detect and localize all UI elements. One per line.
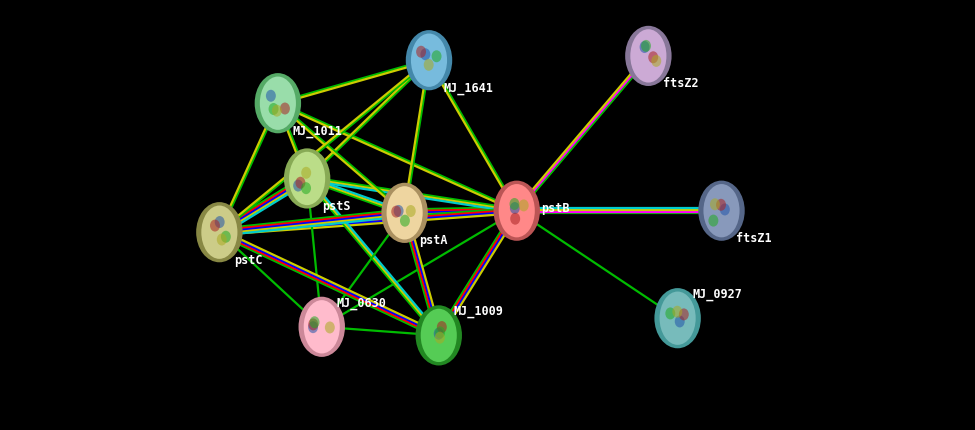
Ellipse shape — [675, 316, 684, 327]
Ellipse shape — [432, 50, 442, 62]
Ellipse shape — [196, 202, 243, 262]
Ellipse shape — [493, 181, 540, 241]
Ellipse shape — [298, 297, 345, 357]
Ellipse shape — [673, 306, 682, 318]
Ellipse shape — [216, 233, 227, 246]
Ellipse shape — [659, 292, 696, 345]
Text: pstC: pstC — [234, 254, 262, 267]
Text: ftsZ1: ftsZ1 — [736, 232, 772, 245]
Ellipse shape — [289, 152, 326, 205]
Ellipse shape — [394, 205, 404, 217]
Ellipse shape — [301, 167, 311, 179]
Ellipse shape — [416, 46, 426, 58]
Ellipse shape — [716, 199, 726, 211]
Ellipse shape — [435, 326, 446, 338]
Text: MJ_1641: MJ_1641 — [444, 82, 493, 95]
Ellipse shape — [625, 26, 672, 86]
Ellipse shape — [381, 183, 428, 243]
Ellipse shape — [665, 307, 676, 319]
Ellipse shape — [268, 103, 279, 115]
Ellipse shape — [303, 300, 340, 353]
Ellipse shape — [420, 309, 457, 362]
Text: pstA: pstA — [419, 234, 448, 247]
Ellipse shape — [308, 321, 318, 333]
Ellipse shape — [648, 51, 658, 63]
Ellipse shape — [295, 177, 305, 189]
Text: MJ_1011: MJ_1011 — [292, 125, 342, 138]
Ellipse shape — [309, 316, 320, 328]
Ellipse shape — [266, 90, 276, 102]
Ellipse shape — [703, 184, 740, 237]
Ellipse shape — [201, 206, 238, 259]
Ellipse shape — [410, 34, 448, 87]
Ellipse shape — [720, 203, 730, 215]
Ellipse shape — [420, 48, 430, 60]
Ellipse shape — [406, 205, 415, 217]
Ellipse shape — [519, 200, 528, 212]
Ellipse shape — [630, 29, 667, 83]
Ellipse shape — [391, 206, 401, 218]
Ellipse shape — [510, 202, 520, 214]
Ellipse shape — [654, 288, 701, 348]
Text: MJ_0630: MJ_0630 — [336, 297, 386, 310]
Ellipse shape — [709, 215, 719, 227]
Ellipse shape — [406, 30, 452, 90]
Ellipse shape — [214, 216, 224, 228]
Ellipse shape — [210, 220, 220, 232]
Text: MJ_0927: MJ_0927 — [692, 288, 742, 301]
Ellipse shape — [325, 322, 334, 333]
Ellipse shape — [415, 305, 462, 366]
Ellipse shape — [498, 184, 535, 237]
Ellipse shape — [386, 186, 423, 240]
Ellipse shape — [272, 104, 282, 117]
Ellipse shape — [293, 180, 303, 192]
Ellipse shape — [435, 332, 445, 344]
Ellipse shape — [400, 215, 410, 227]
Ellipse shape — [651, 55, 661, 67]
Ellipse shape — [284, 148, 331, 209]
Ellipse shape — [280, 102, 290, 114]
Ellipse shape — [641, 40, 651, 52]
Text: pstS: pstS — [322, 200, 350, 213]
Ellipse shape — [640, 41, 649, 53]
Ellipse shape — [301, 182, 311, 194]
Text: MJ_1009: MJ_1009 — [453, 305, 503, 318]
Text: ftsZ2: ftsZ2 — [663, 77, 699, 90]
Ellipse shape — [710, 198, 720, 210]
Ellipse shape — [679, 308, 688, 320]
Ellipse shape — [308, 318, 318, 330]
Ellipse shape — [698, 181, 745, 241]
Ellipse shape — [437, 321, 447, 333]
Ellipse shape — [424, 59, 434, 71]
Ellipse shape — [254, 73, 301, 133]
Ellipse shape — [510, 213, 520, 225]
Text: pstB: pstB — [541, 202, 569, 215]
Ellipse shape — [510, 198, 520, 210]
Ellipse shape — [221, 231, 231, 243]
Ellipse shape — [434, 328, 444, 340]
Ellipse shape — [259, 77, 296, 130]
